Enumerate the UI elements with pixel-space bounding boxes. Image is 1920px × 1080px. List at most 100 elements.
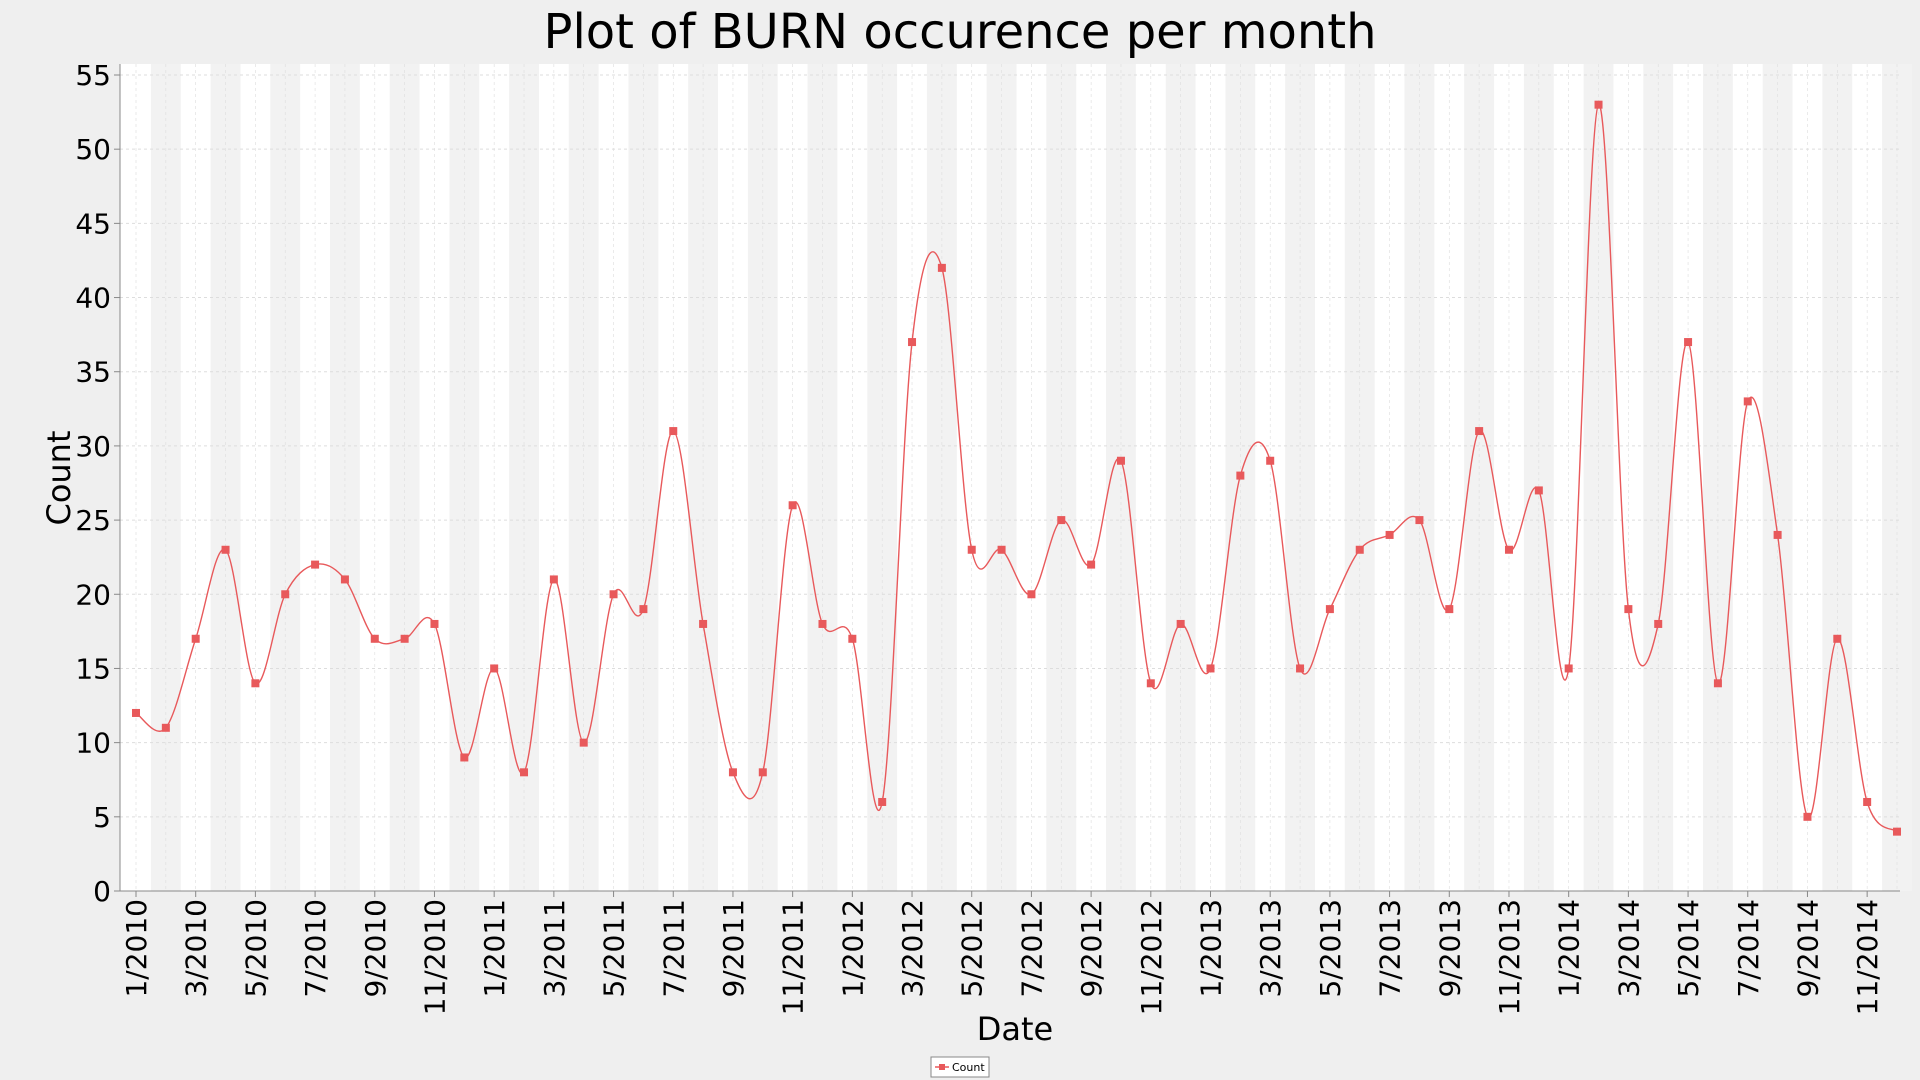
data-point	[191, 634, 200, 643]
data-point	[1833, 634, 1842, 643]
data-point	[1863, 797, 1872, 806]
x-tick-label: 11/2012	[1135, 899, 1168, 1015]
stripe	[747, 64, 778, 891]
data-point	[1057, 516, 1066, 525]
stripe	[270, 64, 301, 891]
data-point	[908, 338, 917, 347]
x-tick-label: 7/2010	[299, 899, 332, 998]
stripe	[1762, 64, 1793, 891]
y-tick-label: 15	[75, 652, 111, 685]
data-point	[490, 664, 499, 673]
data-point	[1445, 605, 1454, 614]
data-point	[1654, 619, 1663, 628]
x-tick-label: 1/2010	[120, 899, 153, 998]
data-point	[1385, 530, 1394, 539]
stripe	[807, 64, 838, 891]
y-tick-label: 0	[93, 875, 111, 908]
data-point	[699, 619, 708, 628]
data-point	[370, 634, 379, 643]
data-point	[161, 723, 170, 732]
x-tick-label: 11/2010	[418, 899, 451, 1015]
x-tick-label: 1/2014	[1553, 899, 1586, 998]
y-tick-label: 50	[75, 133, 111, 166]
x-tick-label: 5/2013	[1314, 899, 1347, 998]
data-point	[1266, 456, 1275, 465]
data-point	[132, 708, 140, 717]
y-tick-label: 35	[75, 356, 111, 389]
x-axis-label: Date	[977, 1010, 1053, 1048]
data-point	[758, 768, 767, 777]
data-point	[1564, 664, 1573, 673]
y-tick-label: 5	[93, 801, 111, 834]
data-point	[1027, 590, 1036, 599]
stripe	[926, 64, 957, 891]
stripe	[1404, 64, 1435, 891]
data-point	[1684, 338, 1693, 347]
series-line	[135, 103, 1898, 833]
x-tick-label: 5/2011	[598, 899, 631, 998]
y-tick-label: 30	[75, 430, 111, 463]
data-point	[848, 634, 857, 643]
data-point	[1087, 560, 1096, 569]
x-tick-label: 5/2010	[239, 899, 272, 998]
data-point	[430, 619, 439, 628]
y-axis-label: Count	[40, 430, 78, 525]
data-point	[1296, 664, 1305, 673]
legend: Count	[930, 1056, 990, 1078]
x-tick-label: 7/2011	[657, 899, 690, 998]
x-tick-label: 9/2013	[1433, 899, 1466, 998]
data-point	[1475, 427, 1484, 436]
stripe	[1285, 64, 1315, 891]
x-tick-label: 9/2010	[359, 899, 392, 998]
data-point	[1146, 679, 1155, 688]
data-point	[997, 545, 1006, 554]
data-point	[1594, 100, 1603, 109]
data-point	[1206, 664, 1215, 673]
x-tick-label: 3/2013	[1254, 899, 1287, 998]
legend-box	[930, 1056, 990, 1078]
stripe	[1882, 64, 1912, 891]
stripe	[449, 64, 480, 891]
data-point	[251, 679, 260, 688]
stripe	[330, 64, 360, 891]
stripe	[1344, 64, 1375, 891]
data-point	[1534, 486, 1543, 495]
x-tick-label: 11/2011	[777, 899, 810, 1015]
x-tick-label: 11/2014	[1851, 899, 1884, 1015]
data-point	[549, 575, 558, 584]
data-point	[1355, 545, 1364, 554]
series-count	[132, 100, 1901, 836]
data-point	[1893, 827, 1901, 836]
x-axis-ticks: 1/2010 3/2010 5/2010 7/2010 9/2010 11/2010 1/2…	[120, 891, 1884, 1015]
x-tick-label: 3/2012	[896, 899, 929, 998]
data-point	[639, 605, 648, 614]
data-point	[669, 427, 678, 436]
data-point	[579, 738, 588, 747]
stripe	[1702, 64, 1733, 891]
x-tick-label: 1/2012	[836, 899, 869, 998]
x-tick-label: 3/2014	[1612, 899, 1645, 998]
stripe	[1165, 64, 1196, 891]
stripe	[1046, 64, 1077, 891]
x-tick-label: 5/2012	[956, 899, 989, 998]
y-tick-label: 40	[75, 282, 111, 315]
x-tick-label: 9/2014	[1791, 899, 1824, 998]
data-point	[937, 263, 946, 272]
data-point	[281, 590, 290, 599]
stripe	[1643, 64, 1674, 891]
stripe	[688, 64, 719, 891]
data-point	[1236, 471, 1245, 480]
x-tick-label: 1/2013	[1195, 899, 1228, 998]
x-tick-label: 5/2014	[1672, 899, 1705, 998]
stripe	[210, 64, 241, 891]
y-tick-label: 55	[75, 59, 111, 92]
stripe	[150, 64, 181, 891]
data-point	[1176, 619, 1185, 628]
y-tick-label: 10	[75, 727, 111, 760]
x-tick-label: 3/2010	[180, 899, 213, 998]
data-point	[818, 619, 827, 628]
data-point	[1415, 516, 1424, 525]
stripe	[389, 64, 420, 891]
